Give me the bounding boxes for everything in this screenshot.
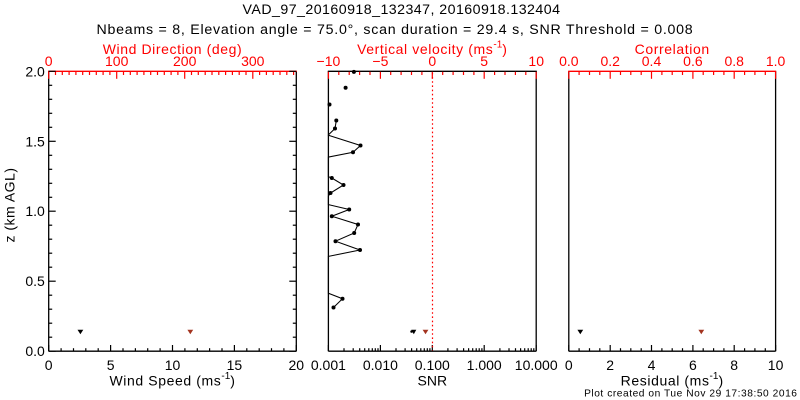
svg-text:Wind Direction (deg): Wind Direction (deg) <box>103 41 243 57</box>
svg-text:200: 200 <box>173 53 197 69</box>
svg-text:15: 15 <box>227 357 243 373</box>
svg-text:1.0: 1.0 <box>766 53 786 69</box>
svg-text:10.000: 10.000 <box>515 357 558 373</box>
svg-text:10: 10 <box>528 53 544 69</box>
svg-text:1.5: 1.5 <box>25 133 45 149</box>
svg-text:1.0: 1.0 <box>25 203 45 219</box>
svg-text:0.010: 0.010 <box>363 357 398 373</box>
svg-text:2.0: 2.0 <box>25 63 45 79</box>
svg-text:z (km AGL): z (km AGL) <box>1 167 17 242</box>
svg-text:0.001: 0.001 <box>311 357 346 373</box>
svg-text:20: 20 <box>289 357 305 373</box>
svg-text:0.100: 0.100 <box>415 357 450 373</box>
svg-text:Vertical velocity (ms-1): Vertical velocity (ms-1) <box>357 40 507 57</box>
svg-text:0.8: 0.8 <box>724 53 744 69</box>
svg-text:SNR: SNR <box>418 372 448 388</box>
svg-text:Wind Speed (ms-1): Wind Speed (ms-1) <box>109 371 235 388</box>
svg-text:Residual (ms-1): Residual (ms-1) <box>621 371 724 388</box>
svg-text:5: 5 <box>107 357 115 373</box>
svg-text:1.000: 1.000 <box>467 357 502 373</box>
svg-text:300: 300 <box>241 53 265 69</box>
svg-text:0: 0 <box>45 53 53 69</box>
svg-text:0: 0 <box>565 357 573 373</box>
svg-text:0.2: 0.2 <box>600 53 620 69</box>
svg-text:0.0: 0.0 <box>25 343 45 359</box>
svg-text:0.4: 0.4 <box>642 53 662 69</box>
svg-text:VAD_97_20160918_132347, 201609: VAD_97_20160918_132347, 20160918.132404 <box>243 2 561 18</box>
svg-text:10: 10 <box>768 357 784 373</box>
svg-text:10: 10 <box>165 357 181 373</box>
svg-text:Nbeams = 8, Elevation angle =: Nbeams = 8, Elevation angle = 75.0°, sca… <box>97 22 694 38</box>
svg-text:0.0: 0.0 <box>559 53 579 69</box>
svg-text:−5: −5 <box>372 53 388 69</box>
svg-text:0.5: 0.5 <box>25 273 45 289</box>
svg-text:100: 100 <box>105 53 129 69</box>
svg-text:Plot created on Tue Nov 29 17:: Plot created on Tue Nov 29 17:38:50 2016 <box>584 389 797 400</box>
svg-text:2: 2 <box>606 357 614 373</box>
svg-text:0.6: 0.6 <box>683 53 703 69</box>
svg-text:0: 0 <box>45 357 53 373</box>
svg-text:6: 6 <box>689 357 697 373</box>
svg-text:5: 5 <box>480 53 488 69</box>
svg-text:8: 8 <box>730 357 738 373</box>
svg-text:4: 4 <box>648 357 656 373</box>
svg-text:0: 0 <box>428 53 436 69</box>
svg-text:−10: −10 <box>317 53 341 69</box>
svg-text:Correlation: Correlation <box>635 41 710 57</box>
